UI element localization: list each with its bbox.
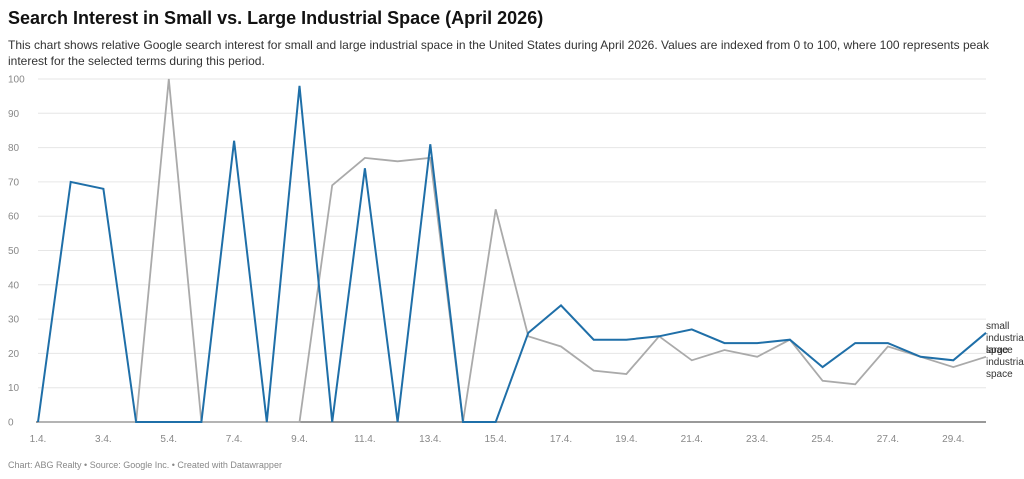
series-line-small <box>37 85 987 423</box>
x-tick-label: 25.4. <box>811 434 833 445</box>
y-tick-label: 80 <box>8 143 20 154</box>
x-tick-label: 7.4. <box>226 434 243 445</box>
series-label: small industrial space <box>986 321 1024 356</box>
footer-separator: • <box>169 460 178 470</box>
footer-separator: • <box>81 460 90 470</box>
x-tick-label: 9.4. <box>291 434 308 445</box>
y-tick-label: 100 <box>8 75 25 86</box>
x-tick-label: 19.4. <box>615 434 637 445</box>
x-tick-label: 17.4. <box>550 434 572 445</box>
series-lines <box>37 78 987 423</box>
x-tick-label: 11.4. <box>354 434 376 445</box>
series-label-line: industrial <box>986 333 1024 344</box>
x-tick-label: 1.4. <box>30 434 47 445</box>
x-tick-label: 21.4. <box>681 434 703 445</box>
chart-footer: Chart: ABG Realty • Source: Google Inc. … <box>8 460 282 470</box>
y-tick-label: 70 <box>8 177 20 188</box>
series-line-large <box>38 78 987 423</box>
y-tick-label: 0 <box>8 418 14 429</box>
chart-title: Search Interest in Small vs. Large Indus… <box>8 8 544 28</box>
series-label-line: small <box>986 321 1009 332</box>
x-tick-label: 3.4. <box>95 434 112 445</box>
x-tick-label: 29.4. <box>942 434 964 445</box>
series-label-line: space <box>986 345 1013 356</box>
chart-credit: Chart: ABG Realty <box>8 460 82 470</box>
x-tick-label: 13.4. <box>419 434 441 445</box>
x-axis-ticks: 1.4. 3.4. 5.4. 7.4. 9.4. 11.4. 13.4. 15.4. 17.4.… <box>30 434 965 445</box>
y-tick-label: 40 <box>8 280 20 291</box>
y-tick-label: 30 <box>8 315 20 326</box>
x-tick-label: 15.4. <box>485 434 507 445</box>
tool-credit[interactable]: Created with Datawrapper <box>177 460 282 470</box>
series-label-line: industrial <box>986 357 1024 368</box>
x-tick-label: 23.4. <box>746 434 768 445</box>
series-label-line: large <box>986 345 1009 356</box>
y-tick-label: 50 <box>8 246 20 257</box>
y-tick-label: 90 <box>8 109 20 120</box>
source-credit: Source: Google Inc. <box>89 460 170 470</box>
series-label-line: space <box>986 369 1013 380</box>
series-label: large industrial space <box>986 345 1024 380</box>
chart-description: This chart shows relative Google search … <box>8 38 989 68</box>
x-tick-label: 5.4. <box>160 434 177 445</box>
y-tick-label: 60 <box>8 212 20 223</box>
y-tick-label: 20 <box>8 349 20 360</box>
y-tick-label: 10 <box>8 383 20 394</box>
y-axis-ticks: 0 10 20 30 40 50 60 70 80 90 100 <box>8 75 25 429</box>
gridlines <box>36 78 986 423</box>
x-tick-label: 27.4. <box>877 434 899 445</box>
